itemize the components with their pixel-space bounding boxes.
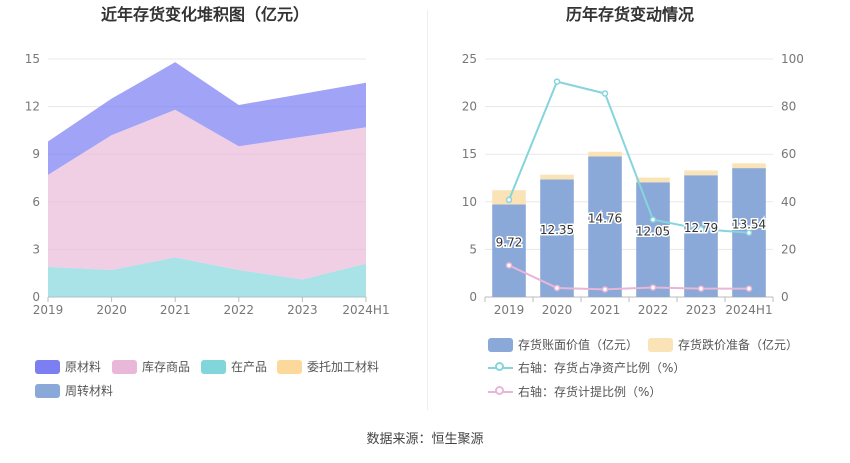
left-y-tick-label: 9 [32, 147, 40, 161]
legend-label: 右轴：存货占净资产比例（%） [518, 361, 686, 375]
bar-data-label: 14.76 [588, 212, 622, 226]
legend-item-book-value[interactable]: 存货账面价值（亿元） [488, 336, 638, 353]
provision-ratio-point [505, 262, 513, 269]
left-x-tick-label: 2023 [287, 303, 318, 317]
right-y2-tick-label: 80 [781, 100, 796, 114]
left-x-tick-label: 2024H1 [342, 303, 389, 317]
legend-item-finished-goods[interactable]: 库存商品 [112, 358, 190, 375]
bar-data-label: 13.54 [732, 218, 766, 232]
bar-data-label: 12.35 [540, 223, 574, 237]
bar-book-value [636, 182, 670, 297]
left-x-tick-label: 2022 [224, 303, 255, 317]
legend-label: 原材料 [65, 360, 102, 374]
net-asset-ratio-line [508, 80, 750, 234]
net-asset-ratio-point [745, 229, 753, 236]
legend-swatch [35, 383, 60, 398]
legend-swatch [112, 359, 137, 374]
right-y-tick-label: 10 [462, 195, 477, 209]
bar-provision [684, 170, 718, 176]
provision-ratio-point [649, 284, 657, 291]
data-source: 数据来源：恒生聚源 [366, 432, 484, 447]
right-y-tick-label: 25 [462, 52, 477, 66]
legend-label: 委托加工材料 [307, 360, 380, 374]
bar-provision [636, 177, 670, 183]
provision-ratio-point [697, 285, 705, 292]
right-y-tick-label: 20 [462, 100, 477, 114]
bar-data-label: 12.79 [684, 221, 718, 235]
right-chart-title: 历年存货变动情况 [566, 5, 694, 24]
bar-data-label: 9.72 [496, 236, 523, 250]
legend-swatch [277, 359, 302, 374]
net-asset-ratio-point [601, 90, 609, 97]
legend-item-ratio-line[interactable]: 右轴：存货占净资产比例（%） [488, 359, 685, 376]
bar-provision [732, 163, 766, 169]
right-x-tick-label: 2022 [638, 303, 669, 317]
legend-label: 右轴：存货计提比例（%） [518, 385, 662, 399]
legend-item-outsourced[interactable]: 委托加工材料 [277, 358, 379, 375]
bar-data-label: 12.05 [636, 225, 670, 239]
provision-ratio-line [508, 264, 749, 291]
left-x-tick-label: 2020 [96, 303, 127, 317]
legend-item-raw-material[interactable]: 原材料 [35, 358, 101, 375]
provision-ratio-point [745, 285, 753, 292]
legend-swatch [648, 337, 673, 352]
provision-ratio-point [601, 286, 609, 293]
net-asset-ratio-point [505, 196, 513, 204]
net-asset-ratio-point [553, 78, 561, 85]
right-y2-tick-label: 40 [781, 195, 796, 209]
bar-book-value [684, 175, 718, 297]
right-x-tick-label: 2019 [494, 303, 525, 317]
bar-book-value [540, 179, 574, 297]
left-chart-title: 近年存货变化堆积图（亿元） [101, 5, 309, 24]
left-y-tick-label: 15 [25, 52, 40, 66]
right-x-tick-label: 2024H1 [725, 303, 772, 317]
net-asset-ratio-point [697, 225, 705, 233]
right-y2-tick-label: 0 [781, 290, 789, 304]
bar-provision [588, 151, 622, 157]
legend-item-turnover[interactable]: 周转材料 [35, 382, 113, 399]
legend-item-wip[interactable]: 在产品 [201, 358, 267, 375]
net-asset-ratio-point [649, 216, 657, 223]
legend-swatch [35, 359, 60, 374]
area-finished-goods [48, 109, 366, 280]
right-y2-tick-label: 20 [781, 242, 796, 256]
left-y-tick-label: 3 [32, 242, 40, 256]
legend-label: 存货跌价准备（亿元） [678, 338, 799, 352]
right-y-tick-label: 0 [469, 290, 477, 304]
area-wip [48, 257, 366, 297]
legend-label: 周转材料 [65, 384, 114, 398]
left-y-tick-label: 0 [32, 290, 40, 304]
area-raw-material [48, 62, 366, 175]
legend-swatch [201, 359, 226, 374]
right-x-tick-label: 2023 [686, 303, 717, 317]
right-x-tick-label: 2020 [542, 303, 573, 317]
left-x-tick-label: 2021 [160, 303, 191, 317]
legend-label: 存货账面价值（亿元） [518, 338, 639, 352]
left-y-tick-label: 12 [25, 100, 40, 114]
legend-item-provision[interactable]: 存货跌价准备（亿元） [648, 336, 798, 353]
bar-provision [540, 174, 574, 180]
right-y-tick-label: 5 [469, 242, 477, 256]
legend-label: 库存商品 [142, 360, 191, 374]
bar-book-value [588, 156, 622, 297]
right-x-tick-label: 2021 [590, 303, 621, 317]
right-y2-tick-label: 100 [781, 52, 804, 66]
right-y2-tick-label: 60 [781, 147, 796, 161]
legend-label: 在产品 [231, 360, 268, 374]
bar-book-value [492, 204, 526, 297]
panel-divider [427, 10, 428, 410]
legend-item-provision-ratio-line[interactable]: 右轴：存货计提比例（%） [488, 383, 661, 400]
provision-ratio-point [553, 284, 561, 292]
left-y-tick-label: 6 [32, 195, 40, 209]
legend-line-swatch [488, 385, 513, 399]
left-x-tick-label: 2019 [33, 303, 64, 317]
right-y-tick-label: 15 [462, 147, 477, 161]
legend-swatch [488, 337, 513, 352]
legend-line-swatch [488, 361, 513, 375]
